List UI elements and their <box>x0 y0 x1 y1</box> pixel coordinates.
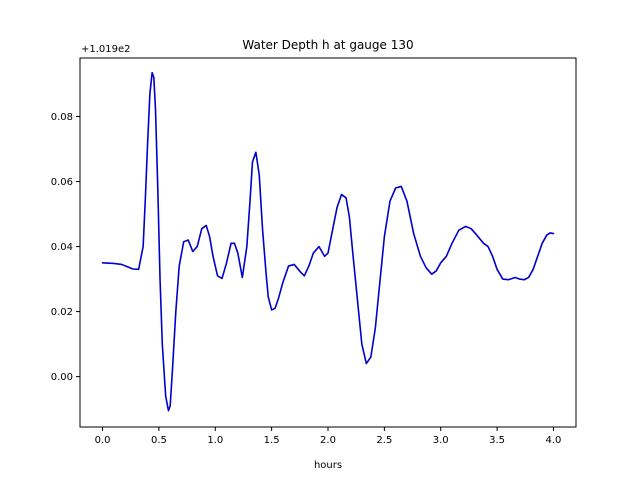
x-tick-label: 0.5 <box>151 435 167 446</box>
y-tick-label: 0.06 <box>51 177 73 188</box>
x-tick-label: 0.0 <box>95 435 111 446</box>
x-tick-label: 3.5 <box>489 435 505 446</box>
y-axis-offset-label: +1.019e2 <box>81 44 131 55</box>
x-axis: 0.0 0.5 1.0 1.5 2.0 2.5 3.0 3.5 4.0 <box>95 427 562 446</box>
x-tick-label: 3.0 <box>433 435 449 446</box>
y-axis: 0.00 0.02 0.04 0.06 0.08 <box>51 112 80 383</box>
x-tick-label: 1.0 <box>207 435 223 446</box>
y-tick-label: 0.04 <box>51 242 73 253</box>
x-tick-label: 2.5 <box>376 435 392 446</box>
plot-area <box>80 58 576 427</box>
y-tick-label: 0.08 <box>51 112 73 123</box>
chart-title: Water Depth h at gauge 130 <box>242 38 413 52</box>
y-tick-label: 0.02 <box>51 307 73 318</box>
series-line-0 <box>101 71 555 412</box>
x-tick-label: 1.5 <box>264 435 280 446</box>
x-axis-label: hours <box>314 460 342 471</box>
x-tick-label: 2.0 <box>320 435 336 446</box>
x-tick-label: 4.0 <box>546 435 562 446</box>
series-group <box>101 71 555 412</box>
y-tick-label: 0.00 <box>51 372 73 383</box>
